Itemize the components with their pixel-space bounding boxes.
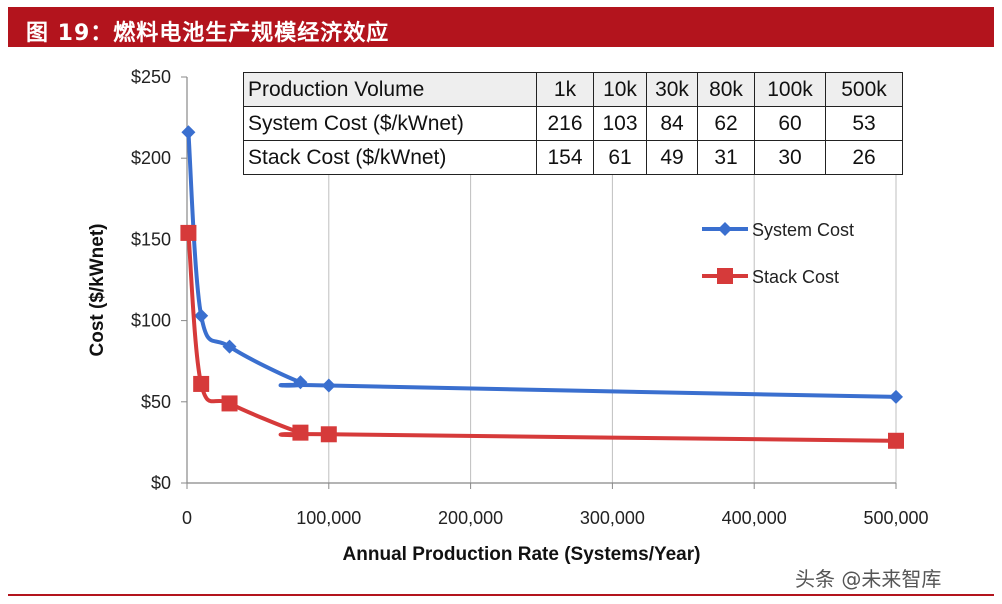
table-cell: 49	[646, 140, 698, 175]
table-row-label: System Cost ($/kWnet)	[243, 106, 537, 141]
x-tick-label: 300,000	[580, 508, 645, 528]
system-cost-point	[293, 375, 308, 390]
figure-title: 图 19：燃料电池生产规模经济效应	[26, 21, 390, 46]
table-cell: 60	[754, 106, 826, 141]
legend-label-stack-cost: Stack Cost	[752, 267, 839, 287]
table-header-cell: 100k	[754, 72, 826, 107]
legend-marker-stack-cost	[717, 268, 733, 284]
stack-cost-point	[221, 395, 238, 412]
y-tick-label: $50	[141, 392, 171, 412]
table-header-cell: 1k	[536, 72, 594, 107]
figure-banner: 图 19：燃料电池生产规模经济效应	[8, 7, 994, 47]
y-tick-label: $200	[131, 148, 171, 168]
table-cell: 62	[697, 106, 755, 141]
x-tick-label: 500,000	[863, 508, 928, 528]
table-header-label: Production Volume	[243, 72, 537, 107]
table-cell: 30	[754, 140, 826, 175]
table-cell: 61	[593, 140, 647, 175]
table-header-cell: 80k	[697, 72, 755, 107]
table-cell: 103	[593, 106, 647, 141]
x-tick-label: 0	[182, 508, 192, 528]
legend-label-system-cost: System Cost	[752, 220, 854, 240]
x-tick-label: 100,000	[296, 508, 361, 528]
table-cell: 53	[825, 106, 903, 141]
table-header-cell: 10k	[593, 72, 647, 107]
table-row-label: Stack Cost ($/kWnet)	[243, 140, 537, 175]
legend-marker-system-cost	[718, 222, 732, 236]
table-header-row: Production Volume 1k 10k 30k 80k 100k 50…	[243, 72, 903, 107]
system-cost-point	[181, 125, 196, 140]
system-cost-point	[321, 378, 336, 393]
stack-cost-line	[186, 232, 897, 443]
bottom-divider	[8, 594, 994, 596]
table-cell: 26	[825, 140, 903, 175]
table-cell: 154	[536, 140, 594, 175]
table-cell: 31	[697, 140, 755, 175]
system-cost-point	[222, 339, 237, 354]
system-cost-point	[194, 308, 209, 323]
table-header-cell: 30k	[646, 72, 698, 107]
stack-cost-point	[320, 426, 337, 443]
table-row: Stack Cost ($/kWnet) 154 61 49 31 30 26	[243, 140, 903, 175]
table-cell: 84	[646, 106, 698, 141]
x-axis-title: Annual Production Rate (Systems/Year)	[343, 544, 701, 565]
y-tick-label: $100	[131, 311, 171, 331]
stack-cost-point	[180, 224, 197, 241]
watermark-text: 头条 @未来智库	[795, 567, 942, 591]
y-tick-label: $250	[131, 67, 171, 87]
x-tick-label: 400,000	[722, 508, 787, 528]
stack-cost-point	[888, 432, 904, 449]
y-axis-title: Cost ($/kWnet)	[87, 224, 108, 357]
table-row: System Cost ($/kWnet) 216 103 84 62 60 5…	[243, 106, 903, 141]
x-tick-label: 200,000	[438, 508, 503, 528]
table-header-cell: 500k	[825, 72, 903, 107]
stack-cost-point	[292, 424, 309, 441]
system-cost-point	[889, 389, 903, 404]
y-tick-label: $150	[131, 229, 171, 249]
y-tick-label: $0	[151, 473, 171, 493]
stack-cost-point	[193, 375, 210, 392]
production-cost-table: Production Volume 1k 10k 30k 80k 100k 50…	[243, 72, 903, 175]
table-cell: 216	[536, 106, 594, 141]
